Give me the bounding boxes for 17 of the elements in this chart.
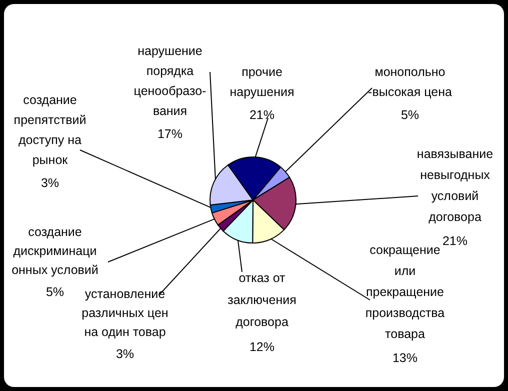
- data-label: 5%: [400, 108, 420, 122]
- data-label: 5%: [46, 285, 64, 299]
- data-label: 17%: [157, 127, 183, 141]
- slice-label: нарушение порядка ценообразо- вания: [134, 44, 206, 118]
- data-label: 3%: [40, 176, 60, 190]
- data-label: 21%: [442, 234, 468, 248]
- slice-label: создание дискриминаци онных условий: [12, 225, 98, 277]
- slice-label: установление различных цен на один товар: [82, 287, 168, 339]
- data-label: 21%: [249, 108, 275, 122]
- slice-label: прочие нарушения: [230, 65, 294, 99]
- slice-label: навязывание невыгодных условий договора: [416, 147, 494, 224]
- slice-label: создание препятствий доступу на рынок: [14, 93, 86, 167]
- data-label: 13%: [392, 351, 418, 365]
- slice-label: отказ от заключения договора: [228, 271, 296, 329]
- slice-label: монопольно -высокая цена: [368, 65, 452, 99]
- data-label: 12%: [249, 340, 275, 354]
- data-label: 3%: [116, 347, 134, 361]
